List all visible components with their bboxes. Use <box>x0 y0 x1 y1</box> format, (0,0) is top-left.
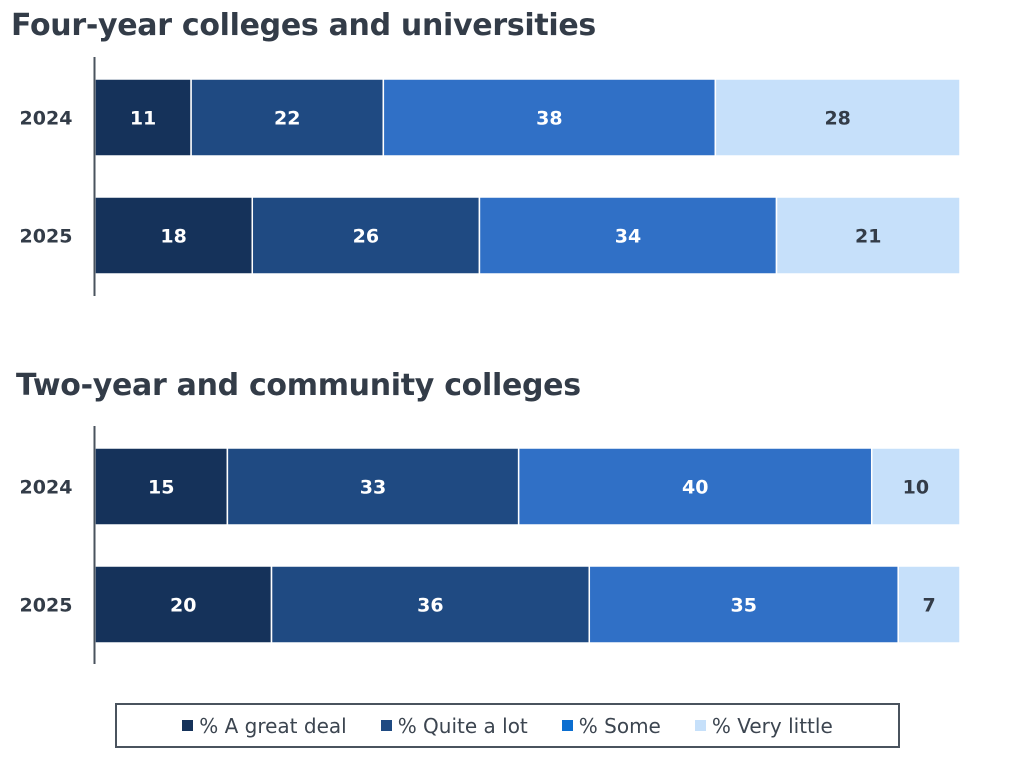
data-label-four-year-2024-series-3: 28 <box>824 108 850 130</box>
chart-title-four-year: Four-year colleges and universities <box>11 8 596 43</box>
legend-item-quite-a-lot: % Quite a lot <box>380 713 528 738</box>
data-label-four-year-2024-series-0: 11 <box>130 108 156 130</box>
data-label-two-year-2024-series-1: 33 <box>360 477 386 499</box>
bar-two-year-2024-series-3 <box>870 447 961 526</box>
legend-item-great-deal: % A great deal <box>182 713 347 738</box>
bar-four-year-2025-series-3 <box>775 196 961 275</box>
legend-swatch-great-deal <box>182 720 194 731</box>
data-label-four-year-2025-series-2: 34 <box>615 226 641 248</box>
bar-two-year-2025-series-0 <box>94 565 273 644</box>
category-label-two-year-2025: 2025 <box>20 595 73 617</box>
data-label-four-year-2025-series-1: 26 <box>353 226 379 248</box>
legend-item-some: % Some <box>561 713 661 738</box>
data-label-two-year-2025-series-3: 7 <box>922 595 935 617</box>
bar-four-year-2024-series-3 <box>714 78 961 157</box>
data-label-four-year-2025-series-0: 18 <box>160 226 186 248</box>
data-label-four-year-2025-series-3: 21 <box>855 226 881 248</box>
legend-swatch-quite-a-lot <box>380 720 392 731</box>
data-label-two-year-2025-series-2: 35 <box>731 595 757 617</box>
legend-label-some: % Some <box>578 713 661 738</box>
chart-title-two-year: Two-year and community colleges <box>16 368 581 403</box>
legend-swatch-some <box>561 720 573 731</box>
legend-label-great-deal: % A great deal <box>199 713 347 738</box>
data-label-four-year-2024-series-2: 38 <box>536 108 562 130</box>
bar-four-year-2025-series-0 <box>94 196 254 275</box>
category-label-four-year-2024: 2024 <box>20 108 73 130</box>
data-label-two-year-2024-series-3: 10 <box>903 477 929 499</box>
bar-two-year-2024-series-2 <box>517 447 873 526</box>
legend-label-very-little: % Very little <box>711 713 833 738</box>
bar-four-year-2024-series-0 <box>94 78 192 157</box>
legend-item-very-little: % Very little <box>694 713 833 738</box>
bar-four-year-2025-series-2 <box>478 196 778 275</box>
category-label-four-year-2025: 2025 <box>20 226 73 248</box>
bar-two-year-2025-series-3 <box>897 565 961 644</box>
data-label-two-year-2025-series-0: 20 <box>170 595 196 617</box>
data-label-four-year-2024-series-1: 22 <box>274 108 300 130</box>
bar-two-year-2025-series-2 <box>588 565 899 644</box>
data-label-two-year-2024-series-0: 15 <box>148 477 174 499</box>
category-label-two-year-2024: 2024 <box>20 477 73 499</box>
legend-swatch-very-little <box>694 720 706 731</box>
legend: % A great deal % Quite a lot % Some % Ve… <box>115 703 900 748</box>
data-label-two-year-2024-series-2: 40 <box>682 477 708 499</box>
data-label-two-year-2025-series-1: 36 <box>417 595 443 617</box>
legend-label-quite-a-lot: % Quite a lot <box>397 713 528 738</box>
bar-four-year-2025-series-1 <box>251 196 481 275</box>
bar-two-year-2025-series-1 <box>270 565 591 644</box>
